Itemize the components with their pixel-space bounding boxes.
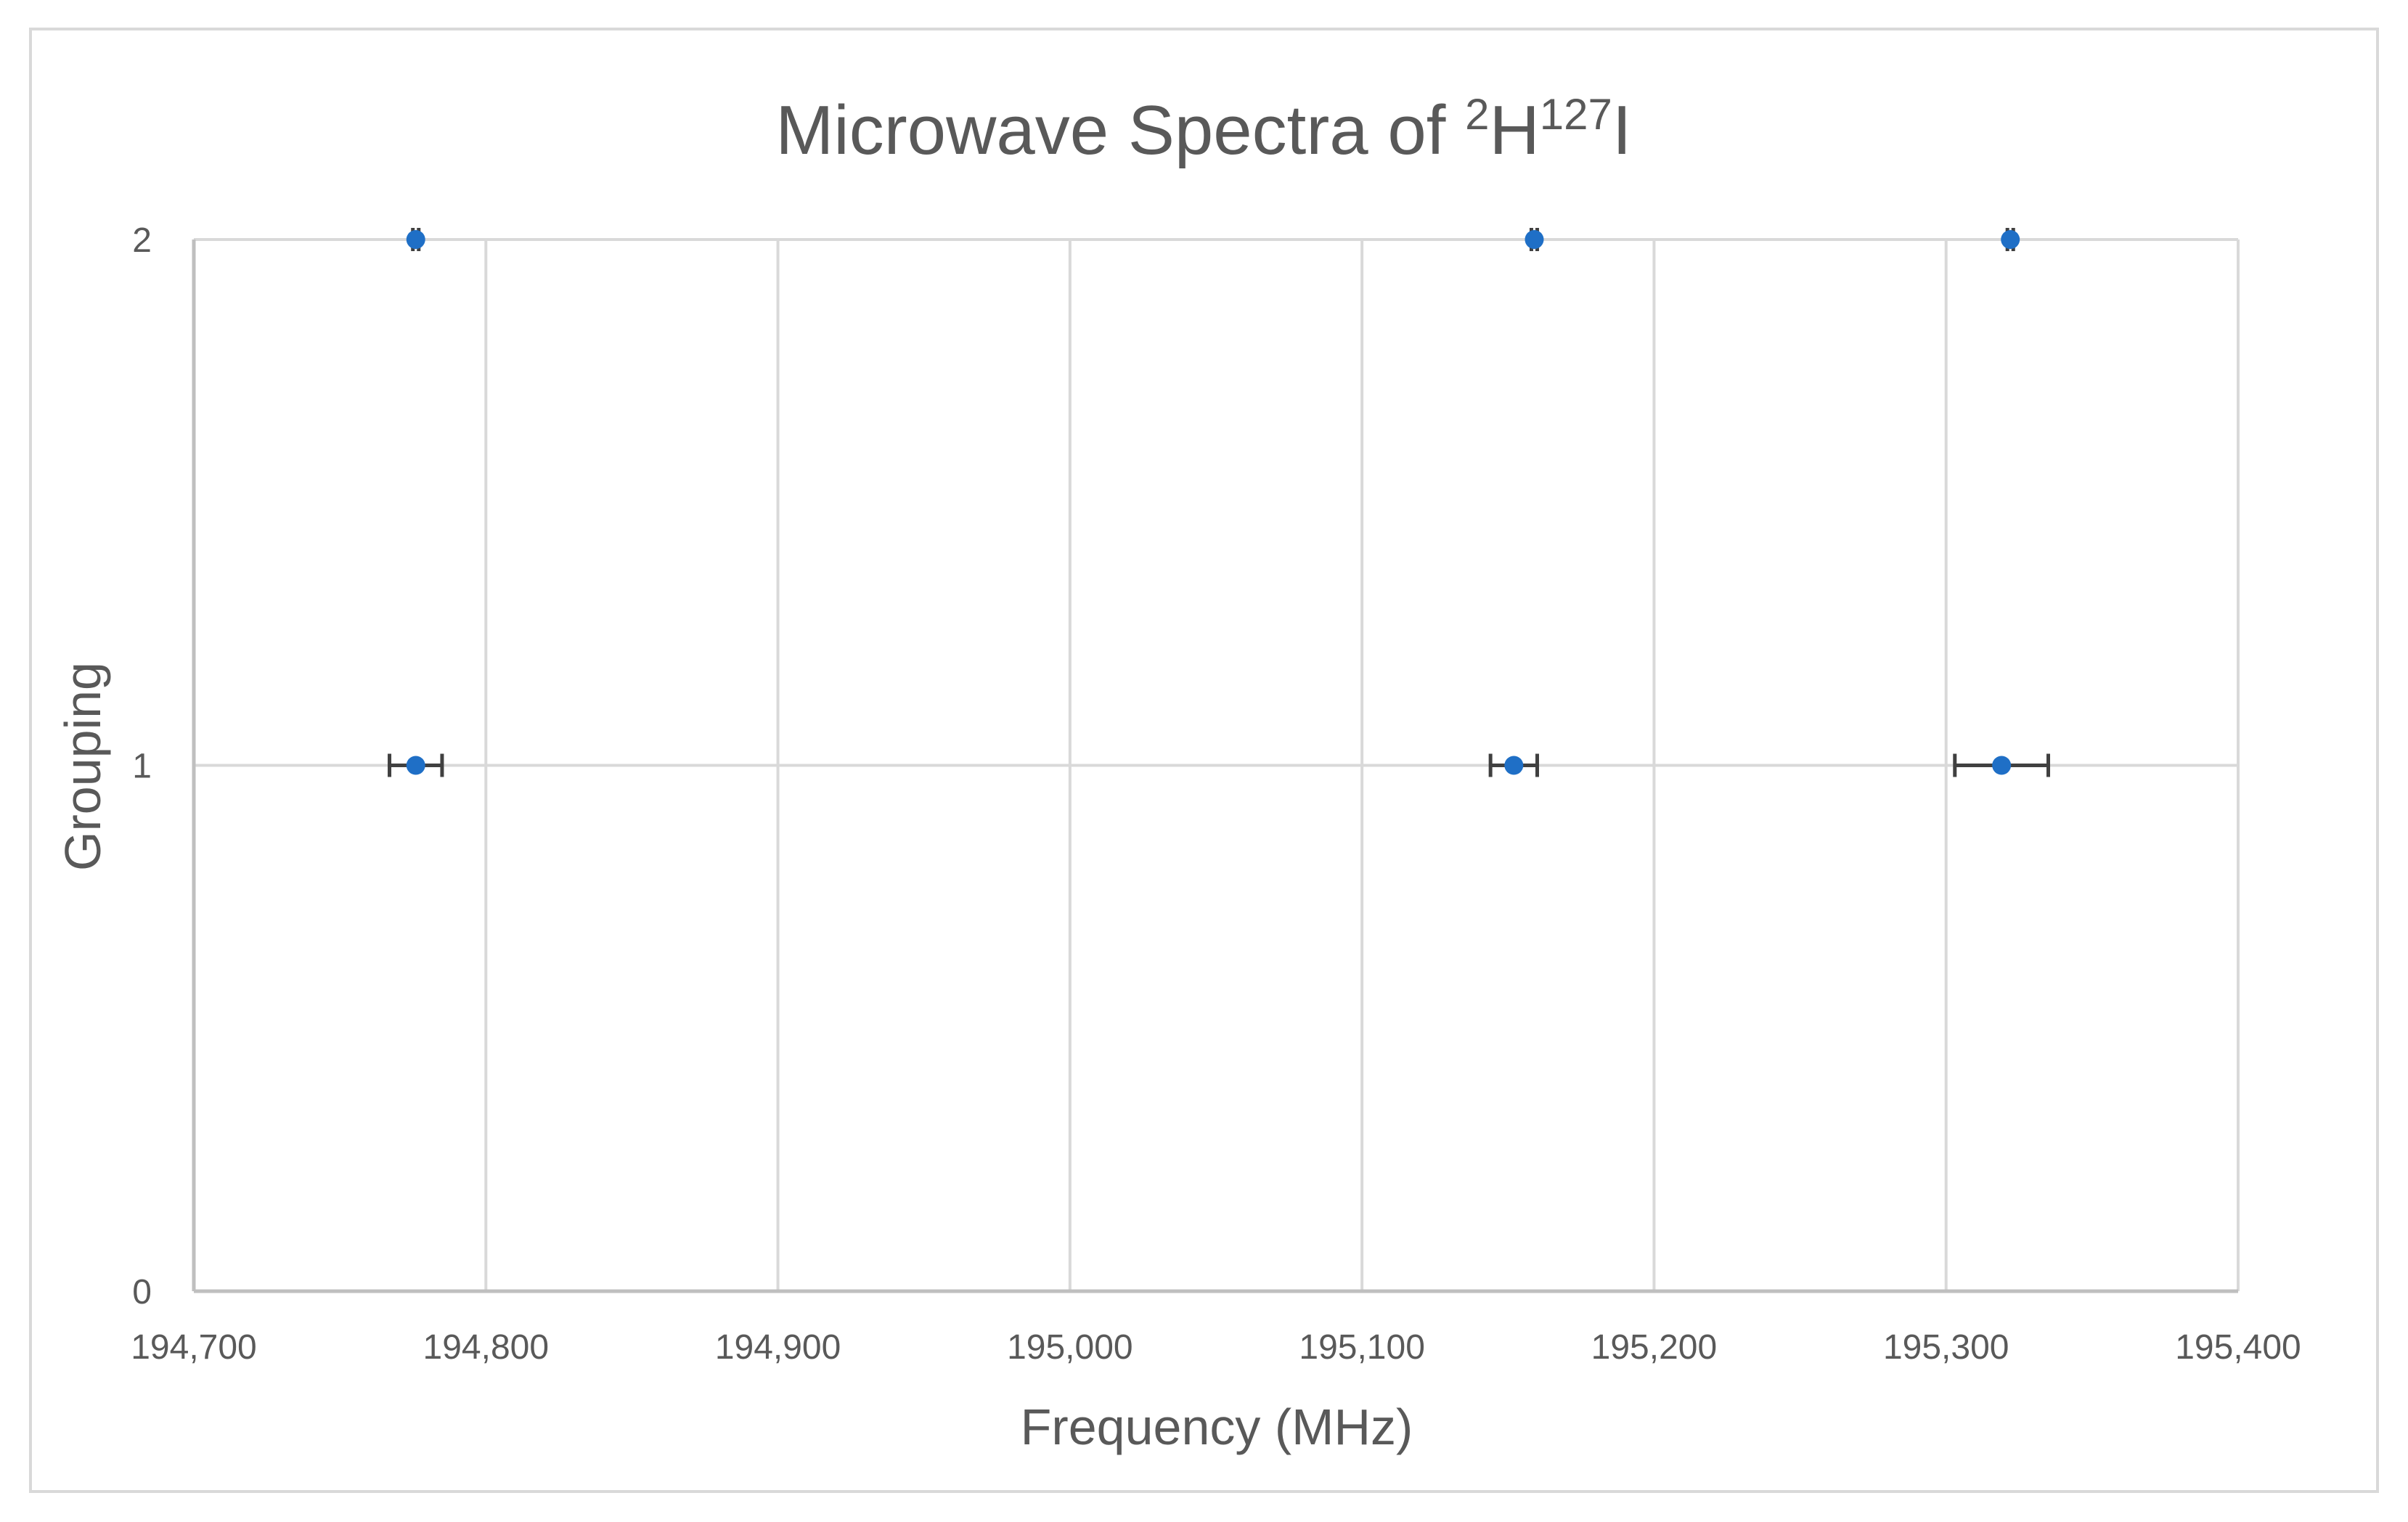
x-tick-label: 195,300 bbox=[1883, 1328, 2009, 1367]
x-axis-title: Frequency (MHz) bbox=[1021, 1399, 1413, 1455]
x-tick-label: 195,000 bbox=[1007, 1328, 1133, 1367]
data-point bbox=[2001, 230, 2020, 249]
y-tick-label: 2 bbox=[132, 221, 152, 260]
errorbar-layer bbox=[388, 228, 2051, 777]
x-tick-label: 194,800 bbox=[423, 1328, 550, 1367]
data-point bbox=[406, 230, 425, 249]
x-tick-label: 195,400 bbox=[2175, 1328, 2301, 1367]
data-point bbox=[1992, 756, 2012, 775]
tick-layer: 194,700 194,800 194,900 195,000 195,100 195,2… bbox=[131, 221, 2301, 1367]
x-tick-label: 195,100 bbox=[1299, 1328, 1425, 1367]
data-point bbox=[406, 756, 425, 775]
y-tick-label: 0 bbox=[132, 1273, 152, 1312]
y-axis-title: Grouping bbox=[54, 662, 111, 871]
title-isotope-h: 2 bbox=[1465, 90, 1489, 139]
point-layer bbox=[406, 230, 2020, 775]
y-tick-label: 1 bbox=[132, 748, 152, 786]
x-tick-label: 195,200 bbox=[1591, 1328, 1718, 1367]
title-main: Microwave Spectra of bbox=[775, 91, 1465, 169]
title-element-i: I bbox=[1612, 91, 1632, 169]
grid-layer bbox=[194, 238, 2240, 1291]
x-tick-label: 194,700 bbox=[131, 1328, 257, 1367]
chart-title: Microwave Spectra of 2H127I bbox=[775, 90, 1631, 169]
data-point bbox=[1525, 230, 1544, 249]
title-element-h: H bbox=[1489, 91, 1539, 169]
axis-layer bbox=[192, 240, 2238, 1293]
title-isotope-i: 127 bbox=[1540, 90, 1612, 139]
data-point bbox=[1504, 756, 1524, 775]
x-tick-label: 194,900 bbox=[715, 1328, 841, 1367]
